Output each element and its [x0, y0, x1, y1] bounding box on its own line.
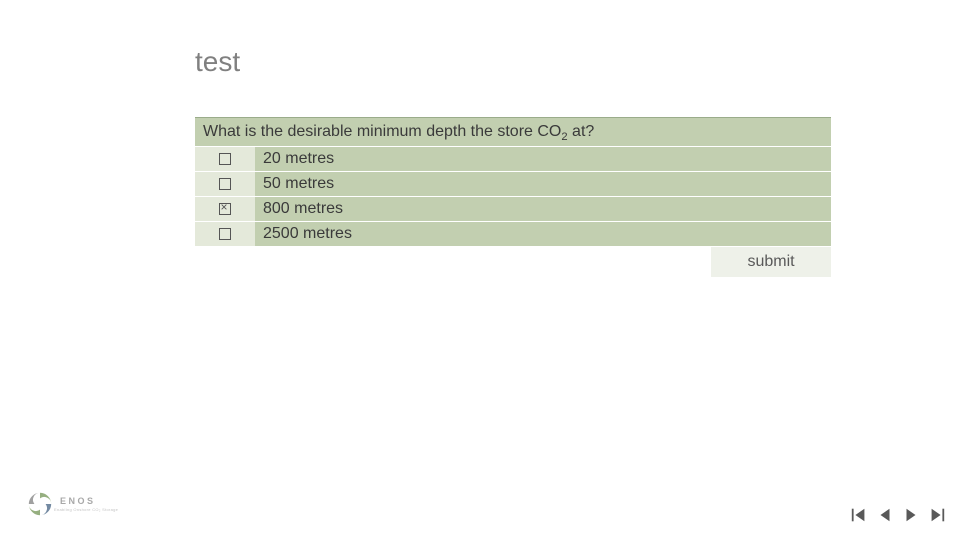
option-checkbox-cell[interactable]	[195, 172, 255, 197]
quiz-table: What is the desirable minimum depth the …	[195, 117, 831, 278]
option-checkbox-cell[interactable]	[195, 147, 255, 172]
checkbox-icon	[219, 228, 231, 240]
play-icon	[902, 506, 920, 524]
option-checkbox-cell[interactable]	[195, 197, 255, 222]
option-label: 800 metres	[255, 197, 831, 222]
play-button[interactable]	[900, 504, 922, 526]
first-button[interactable]	[848, 504, 870, 526]
option-row: 50 metres	[195, 172, 831, 197]
option-label: 2500 metres	[255, 222, 831, 247]
skip-end-icon	[928, 506, 946, 524]
checkbox-checked-icon	[219, 203, 231, 215]
question-text: What is the desirable minimum depth the …	[195, 118, 831, 147]
brand-logo: ENOS Enabling Onshore CO₂ Storage	[26, 490, 118, 518]
nav-controls	[848, 504, 948, 526]
option-checkbox-cell[interactable]	[195, 222, 255, 247]
question-prefix: What is the desirable minimum depth the …	[203, 123, 561, 140]
checkbox-icon	[219, 153, 231, 165]
question-suffix: at?	[568, 123, 595, 140]
option-row: 2500 metres	[195, 222, 831, 247]
option-label: 50 metres	[255, 172, 831, 197]
prev-icon	[876, 506, 894, 524]
option-label: 20 metres	[255, 147, 831, 172]
submit-button[interactable]: submit	[711, 247, 831, 278]
prev-button[interactable]	[874, 504, 896, 526]
page-title: test	[195, 46, 240, 78]
option-row: 800 metres	[195, 197, 831, 222]
logo-subtitle: Enabling Onshore CO₂ Storage	[54, 507, 118, 512]
skip-start-icon	[850, 506, 868, 524]
submit-spacer-2	[255, 247, 711, 278]
question-row: What is the desirable minimum depth the …	[195, 118, 831, 147]
checkbox-icon	[219, 178, 231, 190]
submit-row: submit	[195, 247, 831, 278]
submit-spacer	[195, 247, 255, 278]
logo-swirl-icon	[26, 490, 54, 518]
last-button[interactable]	[926, 504, 948, 526]
logo-text: ENOS	[60, 497, 118, 506]
option-row: 20 metres	[195, 147, 831, 172]
